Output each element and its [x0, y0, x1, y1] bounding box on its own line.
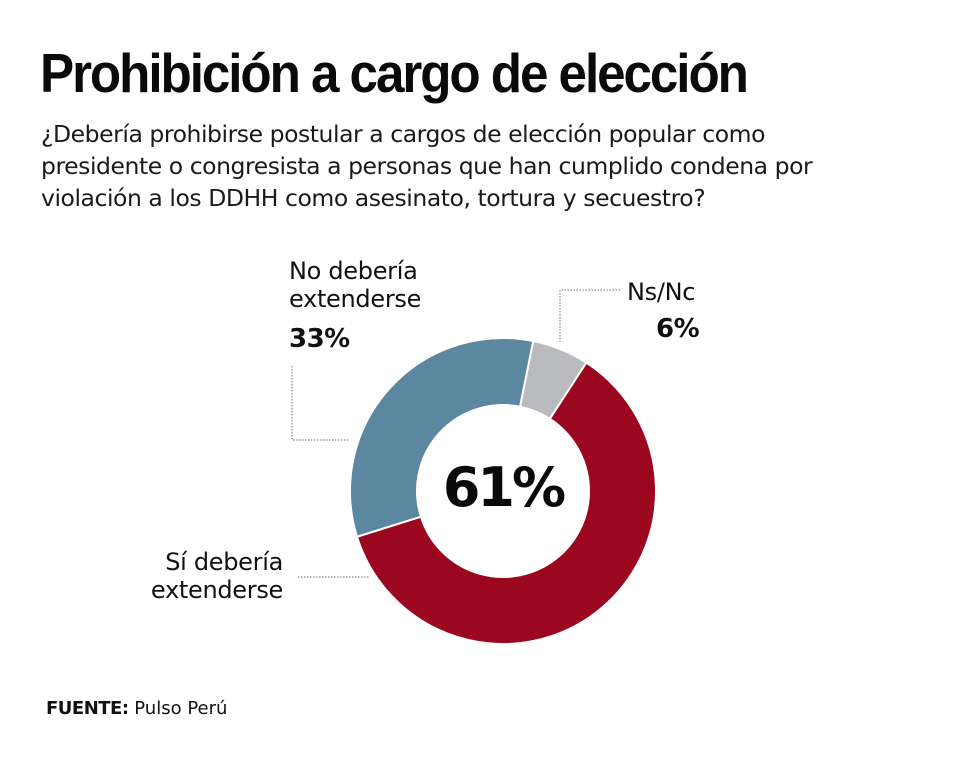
- leader-line-no: [291, 366, 349, 441]
- donut-slices: [349, 337, 657, 645]
- slice-label-si: Sí debería extenderse: [150, 548, 283, 604]
- leader-line-nsnc: [559, 289, 620, 342]
- slice-value-nsnc: 6%: [656, 314, 700, 344]
- slice-value-no: 33%: [289, 324, 350, 354]
- leader-lines: [291, 289, 620, 578]
- source-key: FUENTE:: [46, 698, 129, 719]
- chart-title: Prohibición a cargo de elección: [40, 42, 749, 104]
- chart-question: ¿Debería prohibirse postular a cargos de…: [41, 120, 813, 212]
- donut-slice-no-deber-a-extenderse: [349, 337, 535, 539]
- source-value: Pulso Perú: [128, 698, 228, 719]
- source-note: FUENTE: Pulso Perú: [46, 698, 227, 719]
- slice-label-no: No debería extenderse: [289, 257, 422, 313]
- center-value: 61%: [442, 456, 566, 519]
- slice-label-nsnc: Ns/Nc: [627, 278, 696, 306]
- donut-slice-s-deber-a-extenderse: [355, 361, 657, 645]
